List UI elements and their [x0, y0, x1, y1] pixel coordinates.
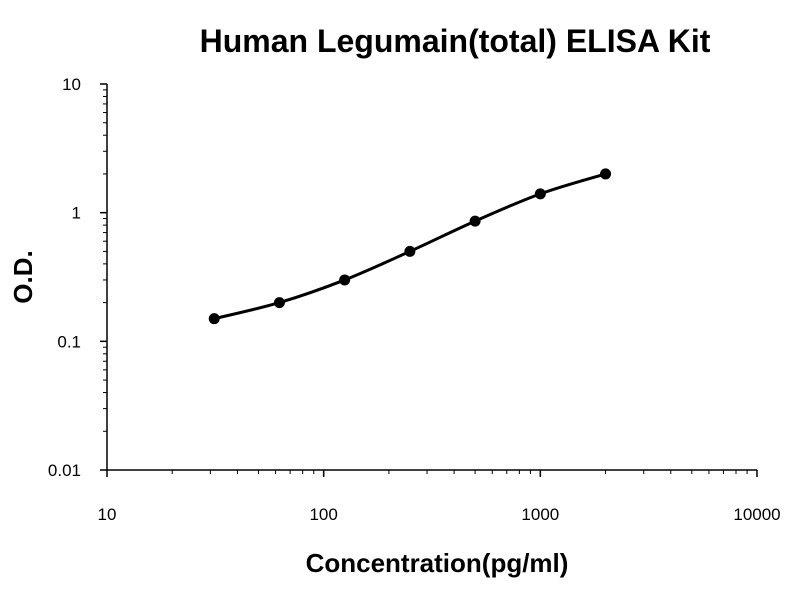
y-axis-title: O.D.: [8, 250, 38, 303]
data-point: [208, 313, 220, 325]
minor-ticks: [103, 89, 748, 474]
data-point: [600, 168, 612, 180]
y-tick-label: 0.01: [48, 461, 81, 480]
y-tick-label: 1: [72, 204, 81, 223]
series-group: [208, 168, 612, 325]
data-point: [469, 215, 481, 227]
x-tick-label: 1000: [521, 505, 559, 524]
x-tick-label: 10: [98, 505, 117, 524]
data-point: [273, 297, 285, 309]
y-tick-label: 0.1: [57, 332, 81, 351]
data-point: [534, 188, 546, 200]
y-tick-label: 10: [62, 75, 81, 94]
chart-title: Human Legumain(total) ELISA Kit: [200, 23, 711, 59]
x-axis-title: Concentration(pg/ml): [306, 548, 569, 578]
major-ticks: [100, 83, 758, 477]
data-point: [339, 274, 351, 286]
data-point: [404, 245, 416, 257]
axes: [106, 84, 757, 471]
x-tick-label: 100: [309, 505, 337, 524]
x-tick-label: 10000: [733, 505, 780, 524]
tick-labels: 0.01 0.1 1 10 10 100 1000 10000: [48, 75, 781, 524]
